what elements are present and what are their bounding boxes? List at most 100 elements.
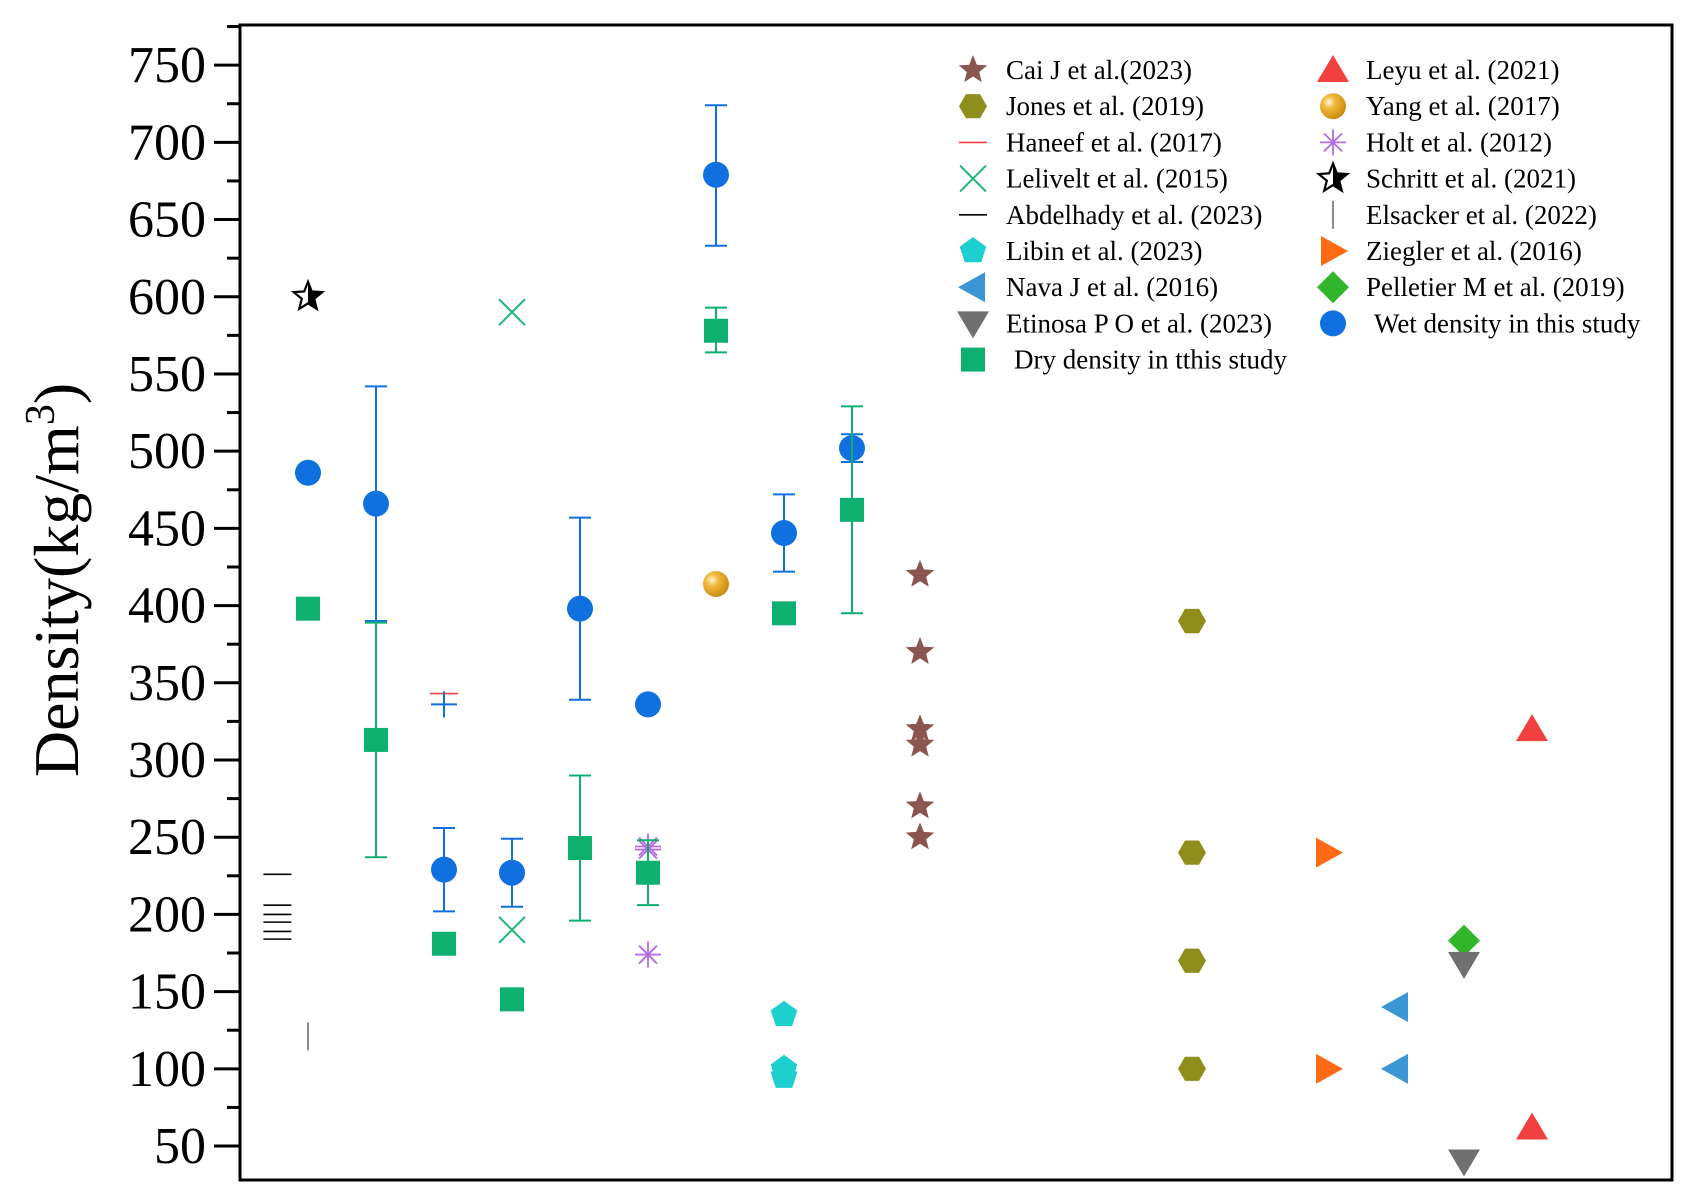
- y-tick-label: 50: [154, 1118, 206, 1175]
- legend-entry-schritt-et-al-2021: Schritt et al. (2021): [1315, 160, 1576, 194]
- legend-entry-abdelhady-et-al-2023: Abdelhady et al. (2023): [959, 200, 1262, 230]
- data-point: [771, 520, 797, 547]
- y-axis-label: Density(kg/m3): [18, 383, 92, 777]
- legend-marker: [1320, 310, 1346, 337]
- legend-marker: [1317, 271, 1349, 304]
- data-point: [1178, 840, 1206, 865]
- y-tick-label: 400: [128, 578, 206, 635]
- data-point: [1316, 1053, 1343, 1084]
- data-point: [772, 601, 796, 626]
- legend-label: Abdelhady et al. (2023): [1006, 200, 1262, 230]
- data-point: [703, 570, 729, 597]
- legend-entry-nava-j-et-al-2016: Nava J et al. (2016): [958, 272, 1218, 303]
- series-pelletier-m-et-al-2019: [1448, 924, 1480, 957]
- legend-entry-wet-density-in-this-study: Wet density in this study: [1320, 308, 1641, 338]
- series-wet-density-in-this-study: [295, 104, 865, 913]
- y-tick-label: 250: [128, 809, 206, 866]
- y-tick-label: 150: [128, 964, 206, 1021]
- data-point: [905, 559, 935, 587]
- legend: Cai J et al.(2023) Jones et al. (2019) Han…: [957, 55, 1641, 375]
- legend-marker: [1320, 93, 1346, 120]
- axes: 50 100 150 200 250 300 350 400 450 500 550 600 650 70…: [128, 23, 1674, 1182]
- legend-label: Etinosa P O et al. (2023): [1006, 308, 1272, 338]
- legend-entry-pelletier-m-et-al-2019: Pelletier M et al. (2019): [1317, 271, 1625, 304]
- series-lelivelt-et-al-2015: [498, 298, 526, 944]
- series-abdelhady-et-al-2023: [263, 873, 292, 940]
- data-point: [1381, 1053, 1408, 1084]
- legend-marker: [958, 55, 988, 83]
- legend-label: Yang et al. (2017): [1366, 91, 1560, 121]
- legend-label: Elsacker et al. (2022): [1366, 200, 1597, 230]
- data-point: [295, 459, 321, 486]
- data-point: [703, 161, 729, 188]
- data-point: [635, 941, 661, 968]
- data-point: [840, 497, 864, 522]
- data-point: [290, 278, 326, 312]
- data-point: [432, 931, 456, 956]
- legend-entry-jones-et-al-2019: Jones et al. (2019): [959, 91, 1204, 121]
- legend-marker: [958, 272, 985, 303]
- legend-label: Nava J et al. (2016): [1006, 272, 1218, 302]
- legend-entry-leyu-et-al-2021: Leyu et al. (2021): [1317, 55, 1559, 85]
- plus-marker: [431, 691, 457, 718]
- data-point: [364, 727, 388, 752]
- data-point: [1178, 1056, 1206, 1081]
- data-point: [905, 729, 935, 757]
- data-point: [905, 791, 935, 819]
- y-tick-label: 200: [128, 886, 206, 943]
- data-point: [431, 856, 457, 883]
- series-leyu-et-al-2021: [1516, 714, 1548, 1140]
- legend-entry-lelivelt-et-al-2015: Lelivelt et al. (2015): [959, 164, 1228, 194]
- legend-entry-holt-et-al-2012: Holt et al. (2012): [1320, 127, 1552, 157]
- legend-entry-dry-density-in-tthis-study: Dry density in tthis study: [961, 345, 1288, 375]
- y-tick-label: 700: [128, 114, 206, 171]
- y-tick-label: 750: [128, 37, 206, 94]
- legend-marker: [959, 94, 987, 119]
- data-point: [1178, 608, 1206, 634]
- plot-frame: [238, 23, 1674, 1182]
- legend-marker: [961, 347, 985, 372]
- data-point: [770, 1000, 798, 1027]
- series-cai-j-et-al-2023: [905, 559, 935, 850]
- legend-label: Leyu et al. (2021): [1366, 55, 1559, 85]
- data-point: [635, 691, 661, 718]
- legend-label: Libin et al. (2023): [1006, 236, 1202, 266]
- series-ziegler-et-al-2016: [1316, 837, 1343, 1084]
- legend-label: Jones et al. (2019): [1006, 91, 1204, 121]
- legend-marker: [959, 164, 987, 193]
- legend-label: Holt et al. (2012): [1366, 127, 1552, 157]
- data-point: [1178, 948, 1206, 973]
- data-point: [568, 836, 592, 861]
- legend-label: Schritt et al. (2021): [1366, 164, 1576, 194]
- data-point: [1516, 714, 1548, 742]
- legend-label: Ziegler et al. (2016): [1366, 236, 1582, 266]
- legend-label: Pelletier M et al. (2019): [1366, 272, 1625, 302]
- data-point: [704, 318, 728, 343]
- data-point-fill: [308, 281, 323, 309]
- legend-label: Cai J et al.(2023): [1006, 55, 1192, 85]
- legend-marker: [1321, 236, 1348, 266]
- data-point: [296, 596, 320, 621]
- legend-marker: [959, 237, 987, 263]
- y-tick-label: 500: [128, 423, 206, 480]
- data-point: [498, 916, 526, 944]
- data-point: [363, 490, 389, 517]
- data-point: [905, 822, 935, 850]
- y-tick-label: 350: [128, 655, 206, 712]
- y-tick-label: 550: [128, 346, 206, 403]
- data-point: [1381, 992, 1408, 1023]
- legend-entry-ziegler-et-al-2016: Ziegler et al. (2016): [1321, 236, 1582, 266]
- series-jones-et-al-2019: [1178, 608, 1206, 1081]
- series-libin-et-al-2023: [770, 1000, 798, 1088]
- series-yang-et-al-2017: [703, 570, 729, 597]
- legend-entry-haneef-et-al-2017: Haneef et al. (2017): [959, 127, 1222, 157]
- series-dry-density-in-tthis-study: [296, 306, 864, 1012]
- legend-entry-libin-et-al-2023: Libin et al. (2023): [959, 236, 1202, 266]
- legend-entry-elsacker-et-al-2022: Elsacker et al. (2022): [1332, 200, 1597, 230]
- data-point: [1316, 837, 1343, 868]
- data-point: [500, 987, 524, 1012]
- data-point: [1448, 1149, 1480, 1177]
- data-point: [1448, 951, 1480, 979]
- legend-marker: [1315, 160, 1351, 194]
